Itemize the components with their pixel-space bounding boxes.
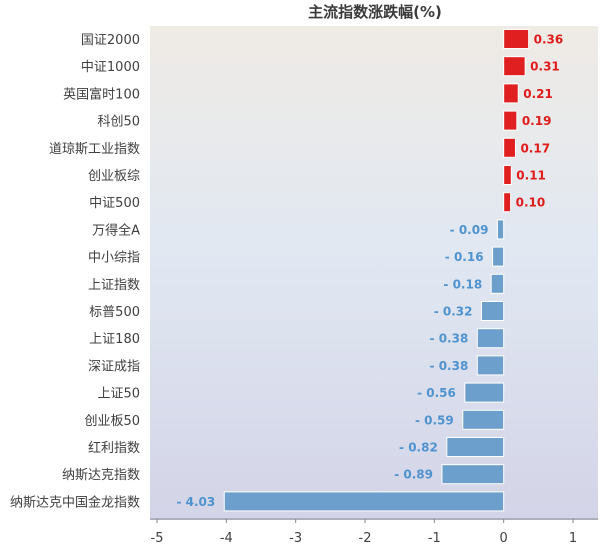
data-label: 0.19 (522, 114, 552, 128)
category-label: 红利指数 (88, 440, 140, 456)
bar (223, 491, 505, 512)
bar (476, 355, 505, 376)
bar (503, 137, 516, 158)
category-label: 纳斯达克指数 (62, 468, 140, 483)
bar (503, 165, 512, 185)
bar (503, 29, 530, 49)
data-label: 0.36 (534, 33, 564, 47)
chart-title: 主流指数涨跌幅(%) (308, 3, 442, 21)
bar (464, 382, 505, 403)
bar (503, 56, 526, 77)
data-label: 0.31 (530, 60, 560, 74)
x-tick-label: -3 (289, 531, 302, 546)
bar (441, 464, 505, 485)
data-label: - 0.82 (399, 441, 438, 455)
plot-background (150, 26, 598, 520)
data-label: - 0.56 (417, 386, 456, 400)
category-label: 科创50 (97, 115, 140, 130)
data-label: 0.17 (520, 141, 550, 155)
bar (503, 83, 519, 104)
bar (490, 273, 505, 294)
bar (462, 409, 505, 430)
bar (503, 192, 512, 213)
category-label: 中证1000 (81, 60, 140, 75)
bars-layer: 国证2000 0.36 中证1000 0.31 英国富时100 0.21 科创50 0.19 道… (10, 29, 564, 512)
category-label: 纳斯达克中国金龙指数 (10, 494, 140, 510)
data-label: - 4.03 (176, 495, 215, 509)
x-tick-label: -2 (359, 531, 372, 546)
category-label: 英国富时100 (63, 86, 140, 102)
x-tick-label: 1 (569, 531, 577, 546)
x-tick-label: -4 (220, 531, 233, 546)
category-label: 上证180 (89, 332, 140, 347)
data-label: - 0.59 (415, 413, 454, 427)
bar (480, 301, 505, 321)
category-label: 中证500 (89, 196, 140, 211)
bar (492, 246, 505, 267)
data-label: - 0.09 (450, 223, 489, 237)
category-label: 上证50 (97, 387, 140, 402)
category-label: 道琼斯工业指数 (49, 142, 140, 157)
category-label: 上证指数 (88, 278, 140, 293)
category-label: 万得全A (92, 222, 140, 238)
data-label: - 0.16 (445, 250, 484, 264)
x-tick-label: 0 (500, 531, 508, 546)
category-label: 深证成指 (88, 359, 140, 374)
x-tick-label: -1 (428, 531, 441, 546)
x-axis: -5 -4 -3 -2 -1 0 1 (150, 518, 598, 546)
category-label: 国证2000 (81, 33, 140, 48)
data-label: - 0.38 (430, 359, 469, 373)
data-label: - 0.18 (443, 277, 482, 291)
data-label: - 0.89 (394, 468, 433, 482)
category-label: 创业板50 (84, 414, 140, 429)
category-label: 标普500 (89, 305, 140, 320)
category-label: 中小综指 (88, 251, 140, 266)
data-label: - 0.38 (430, 332, 469, 346)
data-label: 0.21 (523, 87, 553, 101)
x-tick-label: -5 (151, 531, 164, 546)
bar (503, 110, 518, 131)
data-label: - 0.32 (434, 305, 473, 319)
bar (496, 219, 505, 240)
category-label: 创业板综 (88, 169, 140, 184)
data-label: 0.11 (516, 169, 546, 183)
bar (476, 328, 505, 349)
data-label: 0.10 (516, 196, 546, 210)
bar (446, 437, 505, 457)
